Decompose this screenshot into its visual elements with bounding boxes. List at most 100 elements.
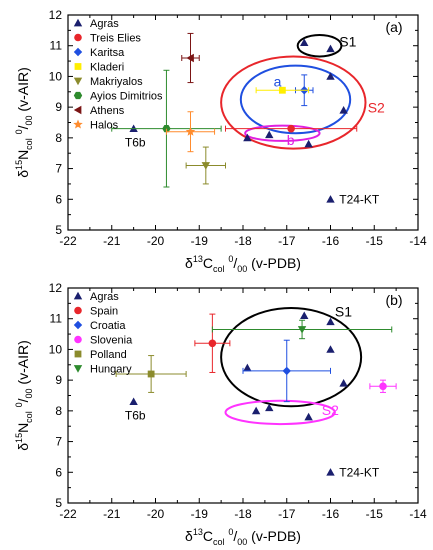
- data-point: [162, 125, 171, 133]
- group-ellipse-s1: [220, 306, 363, 408]
- data-point: [304, 412, 313, 421]
- legend-marker: [73, 18, 83, 27]
- y-tick-label: 9: [55, 373, 62, 387]
- legend-marker: [73, 47, 83, 57]
- legend-label: Ayios Dimitrios: [90, 91, 163, 103]
- annotation-t24-kt: T24-KT: [339, 192, 380, 206]
- chart-panel-b: -22 -21 -20 -19 -18 -17 -16 -15 -14 5 6 7 8 9 10 11 12 δ1…: [14, 281, 427, 547]
- data-point: [251, 406, 261, 415]
- y-tick-label: 7: [55, 435, 62, 449]
- group-ellipse-b: [244, 124, 321, 142]
- y-tick-label: 12: [49, 8, 63, 22]
- y-axis-label: δ15Ncol 0/00 (v-AIR): [14, 67, 34, 177]
- data-point: [339, 379, 348, 387]
- chart-panel-a: -22 -21 -20 -19 -18 -17 -16 -15 -14 5 6 7 8 9 10 11 12 δ1…: [14, 8, 427, 274]
- group-ellipse-s2: [224, 399, 336, 426]
- x-tick-label: -16: [322, 234, 340, 248]
- data-point: [278, 86, 286, 94]
- x-tick-label: -21: [103, 234, 121, 248]
- data-point: [287, 124, 295, 133]
- data-point: [300, 38, 309, 47]
- legend-label: Agras: [90, 18, 119, 30]
- x-tick-label: -15: [366, 234, 384, 248]
- data-point: [339, 106, 348, 114]
- legend: Agras Spain Croatia Slovenia Polland Hungary: [73, 291, 133, 376]
- data-point: [243, 363, 252, 372]
- x-tick-label: -20: [147, 507, 165, 521]
- legend-label: Athens: [90, 105, 125, 117]
- series-halos: [165, 111, 216, 153]
- annotation-s1: S1: [335, 304, 352, 320]
- legend-marker: [74, 350, 82, 358]
- data-point: [129, 397, 138, 406]
- legend-marker: [74, 335, 82, 344]
- group-ellipse-s2: [220, 55, 367, 150]
- legend-marker: [73, 77, 83, 86]
- legend-marker: [74, 33, 82, 42]
- y-tick-label: 5: [55, 496, 62, 510]
- legend-marker: [74, 306, 82, 315]
- x-tick-label: -17: [278, 234, 296, 248]
- annotation-t6b: T6b: [125, 408, 146, 422]
- x-tick-label: -21: [103, 507, 121, 521]
- data-point: [186, 53, 194, 63]
- series-hungary: [211, 319, 393, 340]
- legend-label: Kladeri: [90, 62, 124, 74]
- series-agras: [129, 311, 348, 476]
- y-tick-label: 11: [50, 39, 63, 53]
- legend-marker: [73, 320, 83, 330]
- series-croatia: [242, 339, 331, 403]
- legend-label: Halos: [90, 120, 119, 132]
- data-point: [326, 44, 335, 53]
- legend-label: Hungary: [90, 364, 132, 376]
- legend-marker: [73, 91, 83, 100]
- data-point: [297, 326, 307, 334]
- series-spain: [194, 313, 231, 373]
- x-tick-label: -14: [409, 507, 427, 521]
- data-point: [300, 311, 309, 320]
- series-kladeri: [255, 86, 310, 94]
- legend-label: Polland: [90, 349, 127, 361]
- annotation-b: b: [287, 132, 295, 148]
- y-tick-label: 10: [49, 342, 63, 356]
- y-tick-label: 6: [55, 465, 62, 479]
- data-point: [243, 133, 252, 142]
- data-point: [304, 139, 313, 148]
- y-tick-label: 7: [55, 162, 62, 176]
- y-tick-label: 8: [55, 404, 62, 418]
- x-axis-label: δ13Ccol 0/00 (v-PDB): [185, 254, 301, 274]
- legend-label: Makriyalos: [90, 76, 143, 88]
- x-tick-label: -22: [59, 234, 77, 248]
- x-tick-label: -19: [191, 234, 209, 248]
- x-axis-label: δ13Ccol 0/00 (v-PDB): [185, 527, 301, 547]
- data-point: [208, 339, 217, 348]
- data-point: [147, 370, 155, 378]
- series-ayios-dimitrios: [111, 69, 222, 188]
- data-point: [185, 126, 196, 136]
- x-tick-label: -14: [409, 234, 427, 248]
- x-tick-label: -20: [147, 234, 165, 248]
- legend-marker: [73, 105, 82, 115]
- legend-marker: [73, 365, 83, 373]
- legend-label: Treis Elies: [90, 33, 141, 45]
- y-tick-label: 5: [55, 223, 62, 237]
- annotation-s2: S2: [322, 402, 339, 418]
- legend-label: Spain: [90, 306, 118, 318]
- series-treis-elies: [225, 124, 358, 133]
- y-tick-label: 12: [49, 281, 63, 295]
- data-point: [326, 468, 335, 476]
- group-ellipse-s1: [296, 33, 343, 58]
- data-point: [282, 366, 291, 376]
- x-tick-label: -22: [59, 507, 77, 521]
- annotation-t6b: T6b: [125, 135, 146, 149]
- series-polland: [115, 355, 187, 393]
- panel-label: (a): [385, 19, 402, 35]
- legend-marker: [74, 63, 82, 70]
- x-tick-label: -19: [191, 507, 209, 521]
- series-makriyalos: [185, 146, 226, 185]
- legend-marker: [73, 119, 83, 129]
- x-tick-label: -18: [234, 507, 252, 521]
- x-tick-label: -15: [366, 507, 384, 521]
- annotation-s1: S1: [339, 34, 356, 50]
